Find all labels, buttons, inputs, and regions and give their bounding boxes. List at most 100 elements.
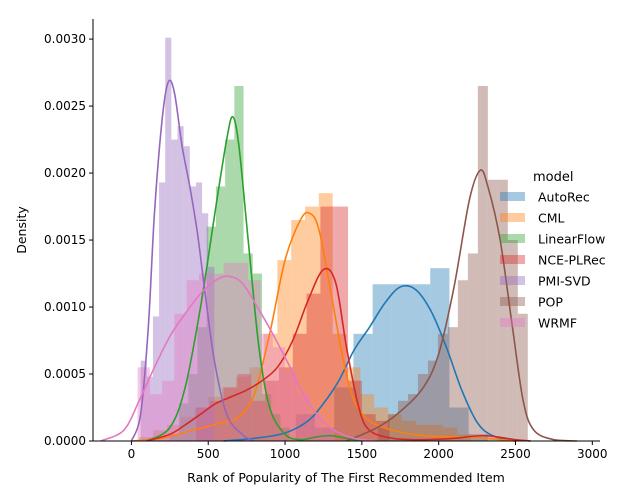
hist-bar: [209, 400, 224, 441]
hist-bar: [305, 206, 319, 441]
legend-title: model: [533, 170, 573, 185]
hist-bar: [437, 333, 448, 441]
hist-bar: [372, 284, 392, 441]
hist-bar: [179, 403, 189, 441]
hist-bar: [401, 420, 416, 441]
bars-wrmf: [137, 262, 335, 441]
hist-bar: [139, 436, 153, 441]
legend-item-pmi-svd: PMI-SVD: [500, 274, 591, 289]
hist-bar: [140, 360, 147, 441]
hist-bar: [315, 427, 335, 441]
hist-bar: [377, 427, 388, 441]
bars-autorec: [295, 268, 488, 441]
hist-bar: [320, 206, 335, 441]
hist-bar: [188, 374, 198, 441]
hist-bar: [225, 139, 235, 442]
x-tick-label: 1000: [270, 447, 301, 461]
hist-bar: [215, 186, 226, 441]
x-tick-label: 3000: [577, 447, 608, 461]
hist-bar: [174, 313, 187, 441]
hist-bar: [487, 179, 498, 441]
hist-bar: [411, 284, 431, 441]
y-tick-label: 0.0000: [44, 434, 86, 448]
hist-bar: [222, 387, 236, 441]
x-tick-label: 1500: [347, 447, 378, 461]
legend-swatch: [500, 297, 525, 306]
y-tick-label: 0.0010: [44, 300, 86, 314]
legend-swatch: [500, 255, 525, 264]
hist-bar: [262, 394, 272, 441]
hist-bar: [211, 273, 224, 441]
hist-bar: [517, 313, 528, 441]
hist-bar: [243, 253, 253, 441]
legend-label: NCE-PLRec: [538, 253, 606, 268]
hist-bar: [427, 360, 438, 441]
hist-bar: [309, 414, 322, 441]
hist-bar: [235, 262, 249, 441]
hist-bar: [497, 179, 508, 441]
bars-linearflow: [169, 85, 290, 442]
hist-bar: [447, 327, 458, 441]
hist-bar: [387, 414, 402, 441]
hist-bar: [430, 268, 450, 441]
hist-bar: [285, 371, 298, 441]
x-tick-label: 0: [128, 447, 136, 461]
legend-item-wrmf: WRMF: [500, 316, 577, 331]
hist-bar: [477, 85, 488, 441]
legend-item-cml: CML: [500, 211, 565, 226]
hist-bar: [149, 394, 163, 441]
hist-bar: [297, 394, 310, 441]
x-axis-label: Rank of Popularity of The First Recommen…: [187, 470, 505, 485]
hist-bar: [206, 226, 216, 441]
hist-bar: [189, 186, 196, 441]
legend-label: AutoRec: [538, 190, 590, 205]
y-axis-label: Density: [14, 206, 29, 254]
x-tick-label: 2500: [500, 447, 531, 461]
hist-bar: [278, 367, 293, 441]
bars-pop: [377, 85, 528, 441]
kde-line-pop: [346, 169, 578, 442]
y-tick-label: 0.0020: [44, 166, 86, 180]
hist-bar: [277, 260, 292, 441]
hist-bar: [169, 434, 180, 441]
hist-bar: [171, 139, 178, 442]
hist-bar: [146, 376, 153, 441]
hist-bar: [321, 427, 335, 441]
legend-swatch: [500, 234, 525, 243]
hist-bar: [180, 416, 195, 441]
hist-bar: [159, 182, 166, 441]
hist-bar: [467, 253, 478, 441]
hist-bar: [223, 262, 236, 441]
kde-line-nce-plrec: [146, 267, 531, 442]
legend: model AutoRec CML LinearFlow NCE-PLRec PMI-S…: [500, 170, 606, 331]
hist-bar: [177, 126, 184, 441]
hist-bar: [361, 414, 376, 441]
legend-label: LinearFlow: [538, 232, 605, 247]
legend-label: WRMF: [538, 316, 577, 331]
hist-bar: [234, 85, 244, 441]
hist-bar: [251, 400, 266, 441]
y-ticks: 0.0000 0.0005 0.0010 0.0015 0.0020 0.0025 0.00…: [44, 32, 93, 448]
hist-bar: [295, 414, 316, 441]
bars-cml: [139, 193, 471, 441]
x-tick-label: 2000: [423, 447, 454, 461]
y-tick-label: 0.0030: [44, 32, 86, 46]
hist-bar: [252, 273, 262, 441]
legend-item-linearflow: LinearFlow: [500, 232, 605, 247]
legend-swatch: [500, 213, 525, 222]
hist-bar: [165, 37, 172, 441]
hist-bar: [417, 374, 428, 441]
legend-swatch: [500, 318, 525, 327]
hist-bar: [391, 284, 412, 441]
hist-bar: [183, 146, 190, 441]
hist-bar: [265, 380, 279, 441]
kde-line-linearflow: [146, 115, 363, 442]
histogram-bars: [137, 37, 528, 442]
legend-swatch: [500, 276, 525, 285]
hist-bar: [353, 333, 373, 441]
hist-bar: [237, 374, 252, 441]
hist-bar: [387, 414, 398, 441]
y-tick-label: 0.0005: [44, 367, 86, 381]
kde-line-pmi-svd: [130, 79, 255, 442]
